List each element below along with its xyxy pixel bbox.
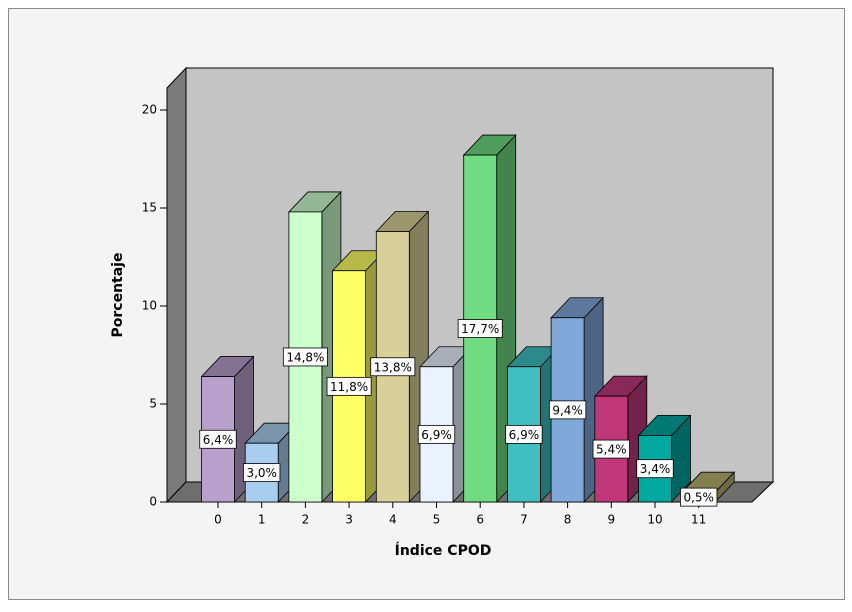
y-axis-title: Porcentaje xyxy=(110,253,126,338)
value-label-box xyxy=(548,400,587,420)
y-tick-label: 10 xyxy=(142,299,157,313)
value-label: 11,8% xyxy=(330,380,368,394)
x-tick-label: 2 xyxy=(302,513,310,527)
value-label-box xyxy=(417,424,456,444)
value-label-box xyxy=(457,319,503,338)
x-tick-label: 4 xyxy=(389,513,397,527)
value-label: 14,8% xyxy=(286,350,324,364)
value-label-box xyxy=(370,357,416,377)
value-label: 6,9% xyxy=(421,428,452,442)
value-label: 6,9% xyxy=(509,428,540,442)
value-label-box xyxy=(282,347,328,367)
x-tick-label: 3 xyxy=(345,513,353,527)
value-label-box xyxy=(592,439,630,459)
x-tick-label: 0 xyxy=(214,513,222,527)
y-tick-label: 0 xyxy=(149,495,157,509)
y-tick-label: 20 xyxy=(142,103,157,117)
value-label: 3,4% xyxy=(640,462,671,476)
value-label-box xyxy=(199,429,237,449)
value-label-box xyxy=(680,487,718,507)
y-tick-label: 15 xyxy=(142,201,157,215)
y-tick-label: 5 xyxy=(149,397,157,411)
x-tick-label: 9 xyxy=(607,513,615,527)
value-label: 3,0% xyxy=(246,466,277,480)
value-label-box xyxy=(243,463,281,483)
value-label: 9,4% xyxy=(552,403,583,417)
value-label: 13,8% xyxy=(374,360,412,374)
value-label-box xyxy=(636,459,674,479)
side-wall xyxy=(166,66,187,504)
value-label: 17,7% xyxy=(461,322,499,336)
x-tick-label: 5 xyxy=(433,513,441,527)
x-tick-label: 11 xyxy=(691,513,706,527)
x-tick-label: 10 xyxy=(647,513,662,527)
value-label: 5,4% xyxy=(596,443,627,457)
value-label-box xyxy=(505,424,543,444)
x-axis-title: Índice CPOD xyxy=(395,542,492,559)
value-label: 0,5% xyxy=(683,491,714,505)
x-tick-label: 7 xyxy=(520,513,528,527)
x-tick-label: 8 xyxy=(564,513,572,527)
value-label-box xyxy=(326,376,372,396)
value-label: 6,4% xyxy=(203,433,234,447)
x-tick-label: 1 xyxy=(258,513,266,527)
x-tick-label: 6 xyxy=(476,513,484,527)
